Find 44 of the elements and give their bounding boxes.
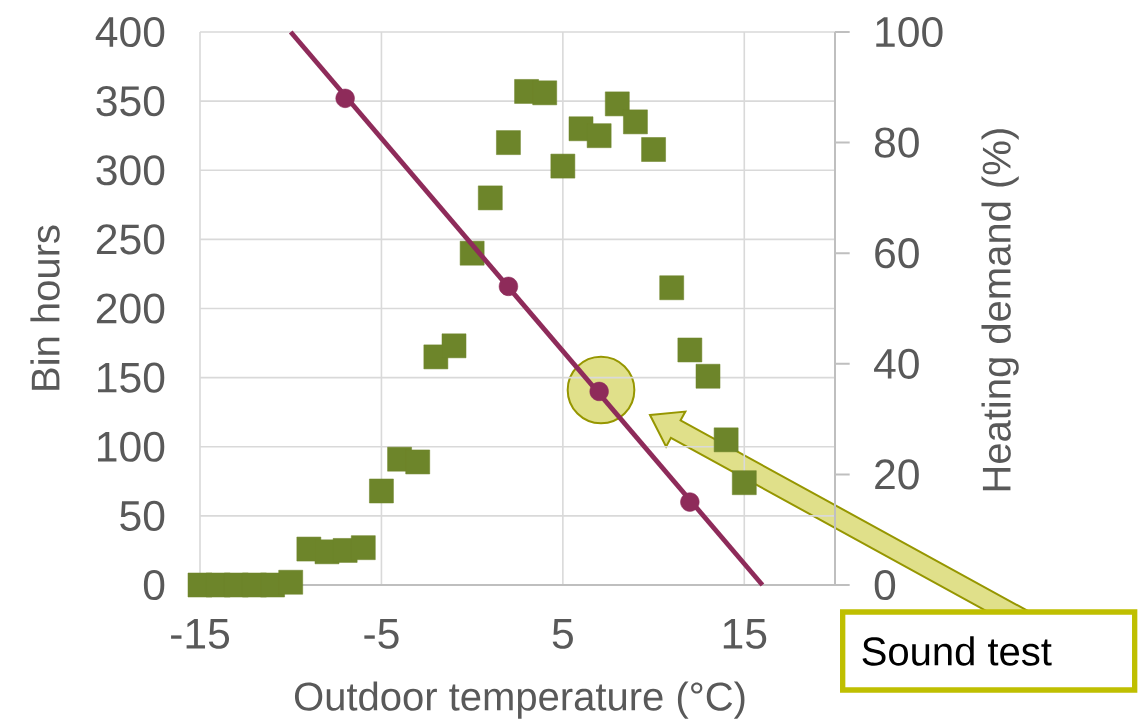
y-axis-title: Bin hours <box>30 225 60 390</box>
point <box>550 153 576 179</box>
y-tick-label: 200 <box>96 293 165 324</box>
point <box>680 492 700 512</box>
point <box>478 185 503 211</box>
y-tick-label: 150 <box>98 362 165 393</box>
point <box>405 449 430 475</box>
y-tick-label: 250 <box>96 224 165 255</box>
y2-axis-title: Heating demand (%) <box>981 129 1019 491</box>
y-tick-label: 100 <box>98 431 165 462</box>
x-tick-label: 15 <box>723 619 767 649</box>
y-tick-label: 400 <box>95 16 165 48</box>
point <box>498 276 519 296</box>
point <box>623 109 648 135</box>
x-tick-label: 5 <box>552 619 573 649</box>
point <box>586 123 612 148</box>
y2-tick-label: 100 <box>876 16 943 48</box>
point <box>659 275 684 301</box>
y2-tick-label: 20 <box>875 459 919 490</box>
point <box>732 470 757 495</box>
point <box>369 478 394 504</box>
point <box>695 363 721 389</box>
y2-tick-label: 80 <box>874 127 919 158</box>
point <box>532 80 557 106</box>
y2-tick-label: 0 <box>874 569 896 601</box>
point <box>278 569 303 595</box>
point <box>641 137 666 162</box>
point <box>677 337 703 363</box>
x-axis-title: Outdoor temperature (°C) <box>294 681 745 719</box>
y-tick-label: 300 <box>96 155 165 186</box>
point <box>496 130 521 155</box>
y2-tick-label: 40 <box>874 348 919 379</box>
y-tick-label: 50 <box>120 500 165 531</box>
y2-tick-label: 60 <box>875 238 919 269</box>
y-tick-label: 0 <box>143 569 165 601</box>
point <box>713 427 739 453</box>
x-tick-label: -15 <box>171 619 230 649</box>
y-tick-label: 350 <box>96 86 165 117</box>
point <box>605 91 630 117</box>
point <box>335 88 355 108</box>
point <box>441 333 467 359</box>
text: Sound test <box>862 636 1052 666</box>
point <box>351 535 376 560</box>
x-tick-label: -5 <box>364 619 399 649</box>
